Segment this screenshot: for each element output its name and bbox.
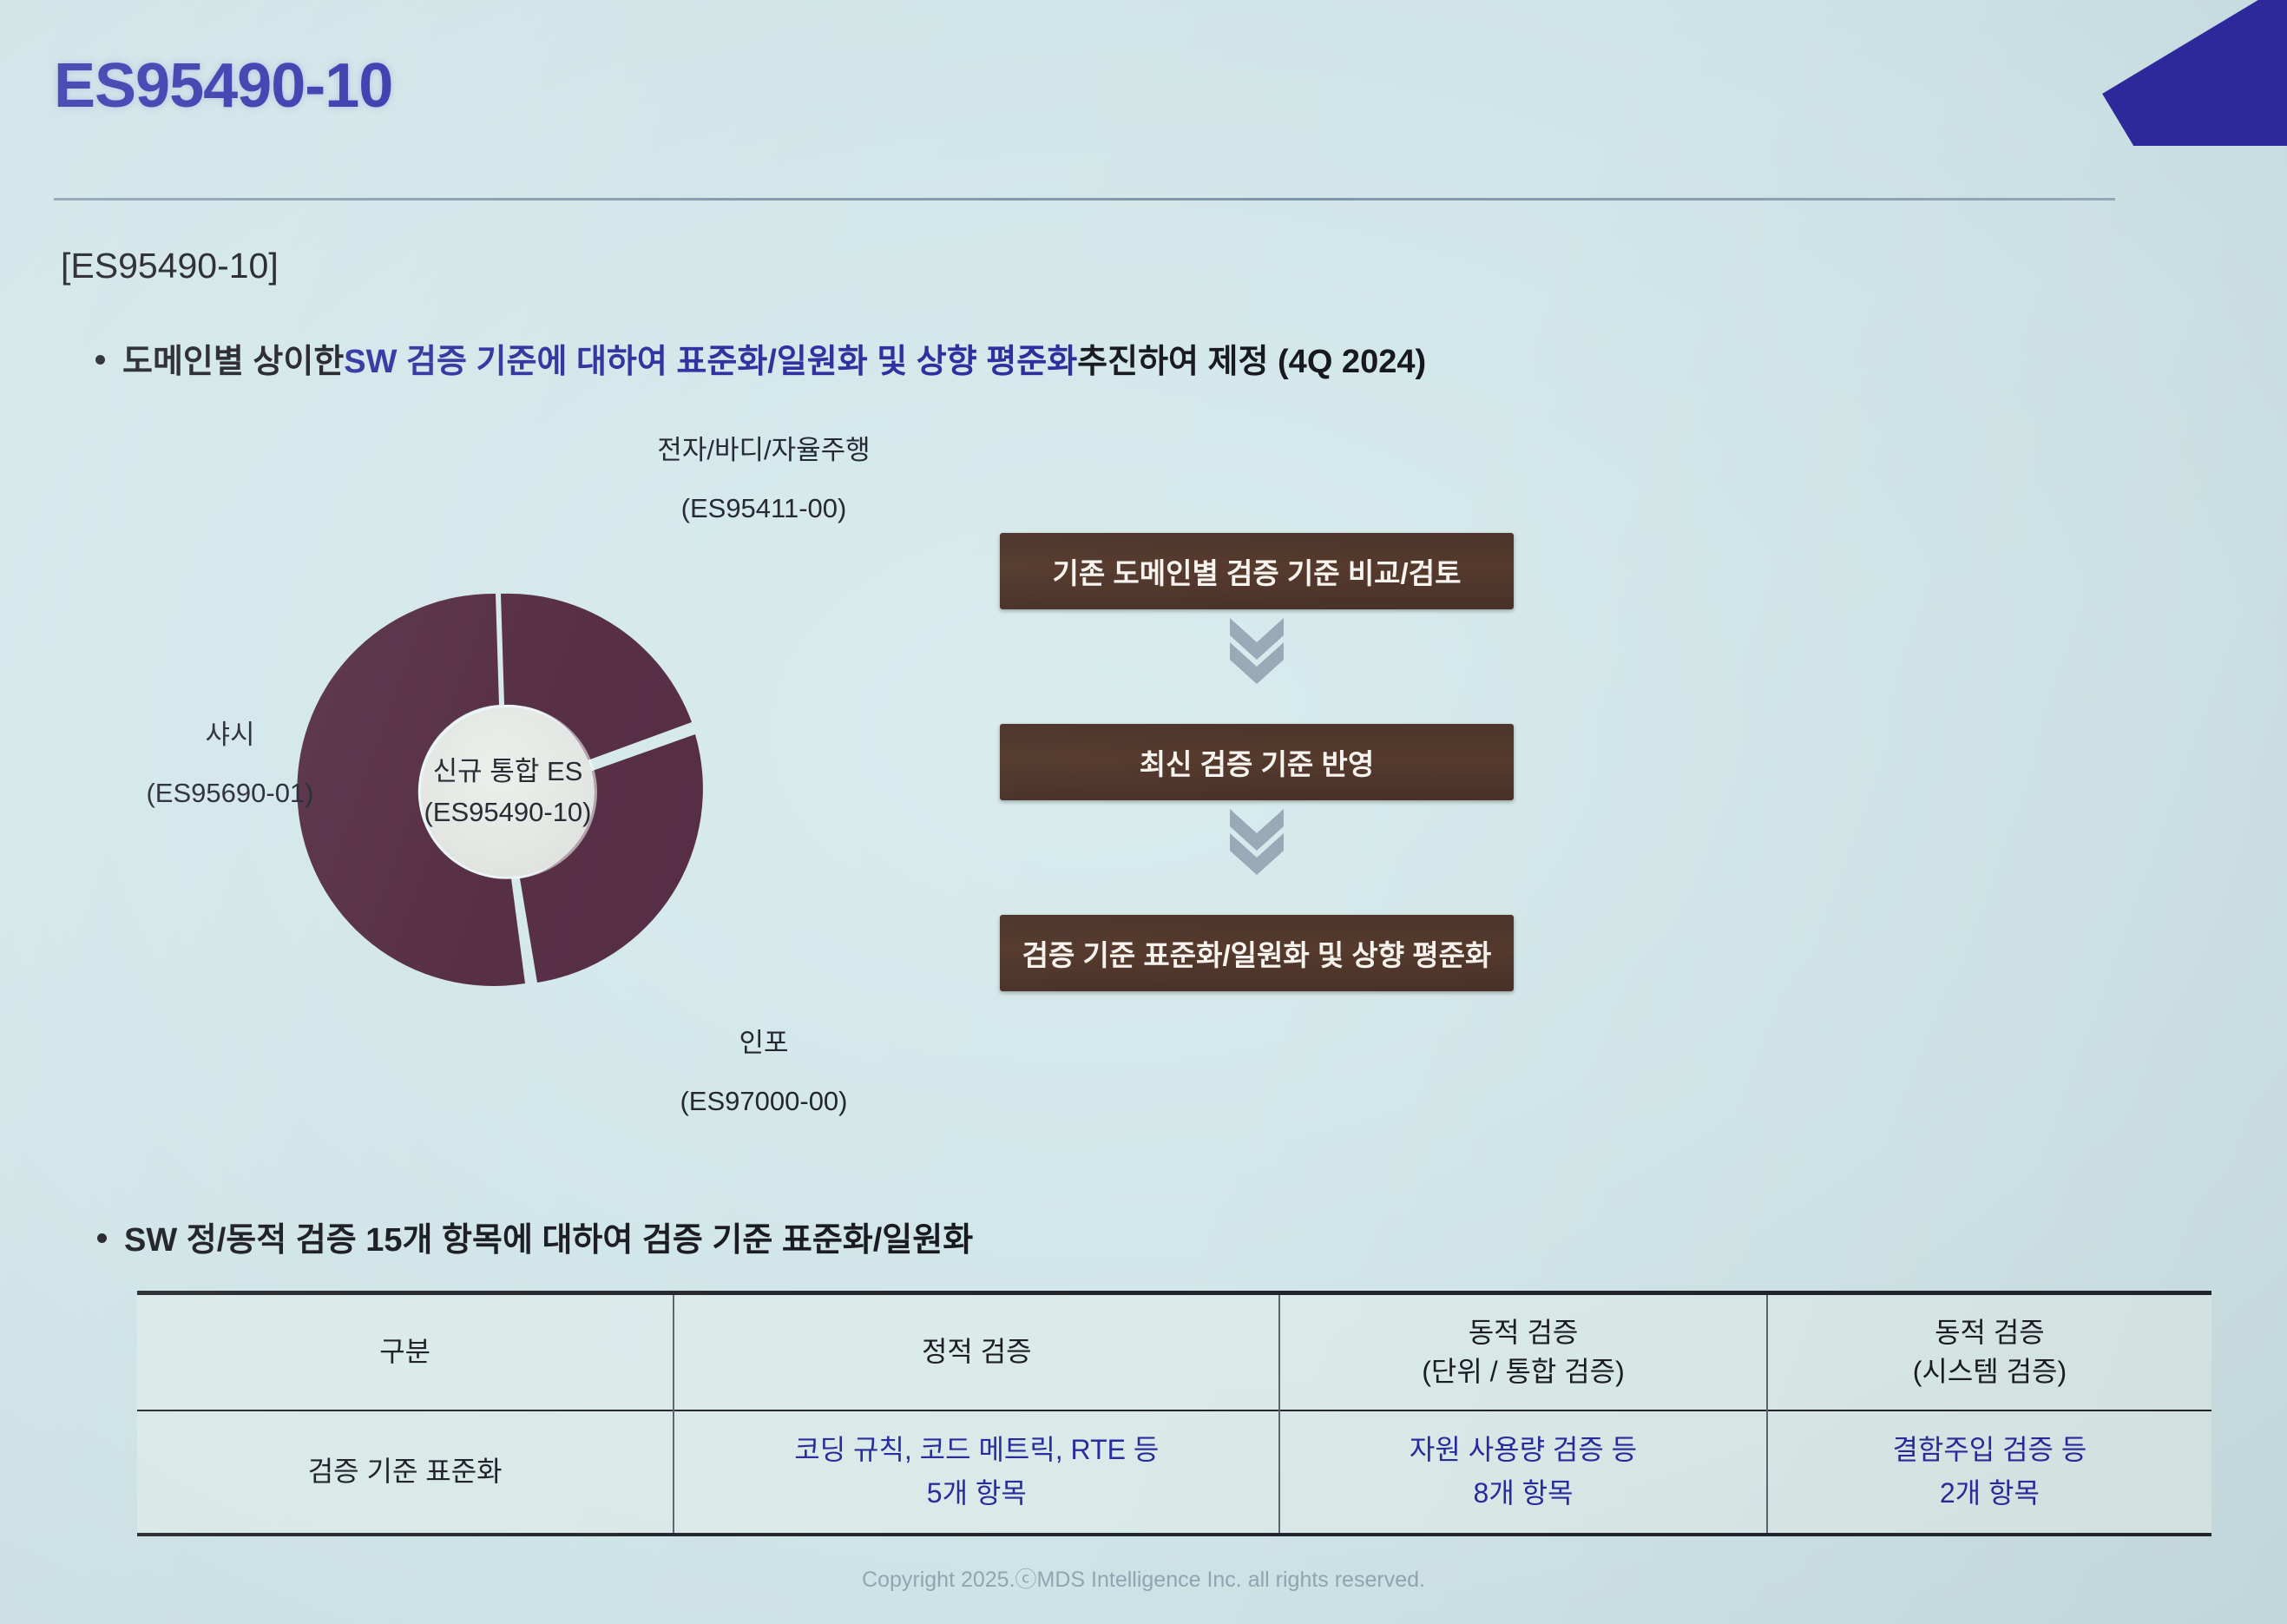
table-row: 검증 기준 표준화 코딩 규칙, 코드 메트릭, RTE 등 5개 항목 자원 … — [137, 1410, 2211, 1535]
diagram-label-top: 전자/바디/자율주행 (ES95411-00) — [608, 431, 920, 529]
bullet1-suffix: 추진하여 제정 (4Q 2024) — [1077, 344, 1427, 380]
corner-triangle-dark — [2102, 0, 2287, 146]
bullet-item-1: 도메인별 상이한 SW 검증 기준에 대하여 표준화/일원화 및 상향 평준화 … — [95, 334, 1426, 382]
diagram-label-left-name: 샤시 — [205, 720, 255, 750]
cell-dynamic-system-line2: 2개 항목 — [1939, 1477, 2040, 1509]
bullet2-text: SW 정/동적 검증 15개 항목에 대하여 검증 기준 표준화/일원화 — [124, 1222, 974, 1259]
bullet-item-2: SW 정/동적 검증 15개 항목에 대하여 검증 기준 표준화/일원화 — [97, 1213, 973, 1260]
bullet-dot-icon — [95, 355, 105, 365]
domain-donut-diagram: 신규 통합 ES (ES95490-10) — [260, 521, 746, 1042]
bullet1-prefix: 도메인별 상이한 — [122, 344, 345, 380]
cell-dynamic-system-line1: 결함주입 검증 등 — [1892, 1434, 2087, 1466]
cell-static-line1: 코딩 규칙, 코드 메트릭, RTE 등 — [794, 1434, 1160, 1466]
header-3-line1: 동적 검증 — [1935, 1316, 2045, 1348]
table-header-cell-2: 동적 검증 (단위 / 통합 검증) — [1278, 1292, 1767, 1410]
corner-decoration — [2061, 0, 2287, 146]
donut-center-line2: (ES95490-10) — [424, 796, 592, 827]
diagram-label-bottom: 인포 (ES97000-00) — [608, 1024, 920, 1121]
bullet1-highlight: SW 검증 기준에 대하여 표준화/일원화 및 상향 평준화 — [344, 344, 1078, 380]
cell-dynamic-unit-line1: 자원 사용량 검증 등 — [1409, 1434, 1638, 1466]
donut-center-label: 신규 통합 ES (ES95490-10) — [421, 707, 595, 877]
donut-center-line1: 신규 통합 ES — [432, 756, 583, 786]
flow-step-1: 기존 도메인별 검증 기준 비교/검토 — [1000, 533, 1514, 609]
flow-step-2: 최신 검증 기준 반영 — [1000, 724, 1514, 800]
bullet-dot-icon-2 — [97, 1233, 107, 1243]
donut-segment-left — [297, 593, 525, 986]
verification-criteria-table: 구분 정적 검증 동적 검증 (단위 / 통합 검증) 동적 검증 (시스템 검… — [137, 1291, 2211, 1536]
process-flow: 기존 도메인별 검증 기준 비교/검토 최신 검증 기준 반영 검증 기준 표준… — [1000, 533, 1514, 991]
header-2-line2: (단위 / 통합 검증) — [1422, 1356, 1625, 1387]
double-chevron-down-icon-1 — [1230, 618, 1284, 684]
table-row-label: 검증 기준 표준화 — [307, 1456, 503, 1488]
header-1-line1: 정적 검증 — [921, 1336, 1032, 1368]
table-header-row: 구분 정적 검증 동적 검증 (단위 / 통합 검증) 동적 검증 (시스템 검… — [137, 1292, 2211, 1411]
table-cell-dynamic-unit: 자원 사용량 검증 등 8개 항목 — [1278, 1410, 1767, 1535]
header-0-line1: 구분 — [379, 1336, 431, 1368]
header-2-line1: 동적 검증 — [1468, 1316, 1579, 1348]
double-chevron-down-icon-2 — [1230, 809, 1284, 875]
cell-static-line2: 5개 항목 — [926, 1477, 1027, 1509]
section-label: [ES95490-10] — [61, 246, 279, 286]
table-header-cell-3: 동적 검증 (시스템 검증) — [1765, 1292, 2211, 1410]
diagram-label-top-code: (ES95411-00) — [680, 492, 847, 523]
flow-step-3: 검증 기준 표준화/일원화 및 상향 평준화 — [1000, 915, 1514, 991]
diagram-label-left: 샤시 (ES95690-01) — [95, 716, 365, 813]
table-header-cell-0: 구분 — [137, 1293, 674, 1411]
donut-segment-right — [520, 734, 703, 983]
table-header-cell-1: 정적 검증 — [673, 1292, 1280, 1410]
diagram-label-top-name: 전자/바디/자율주행 — [657, 435, 871, 465]
table-cell-dynamic-system: 결함주입 검증 등 2개 항목 — [1765, 1410, 2211, 1535]
title-divider — [54, 198, 2115, 201]
cell-dynamic-unit-line2: 8개 항목 — [1473, 1477, 1574, 1509]
header-3-line2: (시스템 검증) — [1912, 1356, 2067, 1387]
donut-svg — [297, 593, 703, 986]
diagram-label-left-code: (ES95690-01) — [146, 777, 314, 808]
table-cell-static: 코딩 규칙, 코드 메트릭, RTE 등 5개 항목 — [673, 1410, 1280, 1535]
page-title: ES95490-10 — [54, 51, 393, 121]
diagram-label-bottom-name: 인포 — [739, 1028, 789, 1058]
donut-segment-top — [501, 593, 692, 760]
copyright-footer: Copyright 2025.ⓒMDS Intelligence Inc. al… — [862, 1568, 1425, 1592]
diagram-label-bottom-code: (ES97000-00) — [680, 1085, 848, 1116]
